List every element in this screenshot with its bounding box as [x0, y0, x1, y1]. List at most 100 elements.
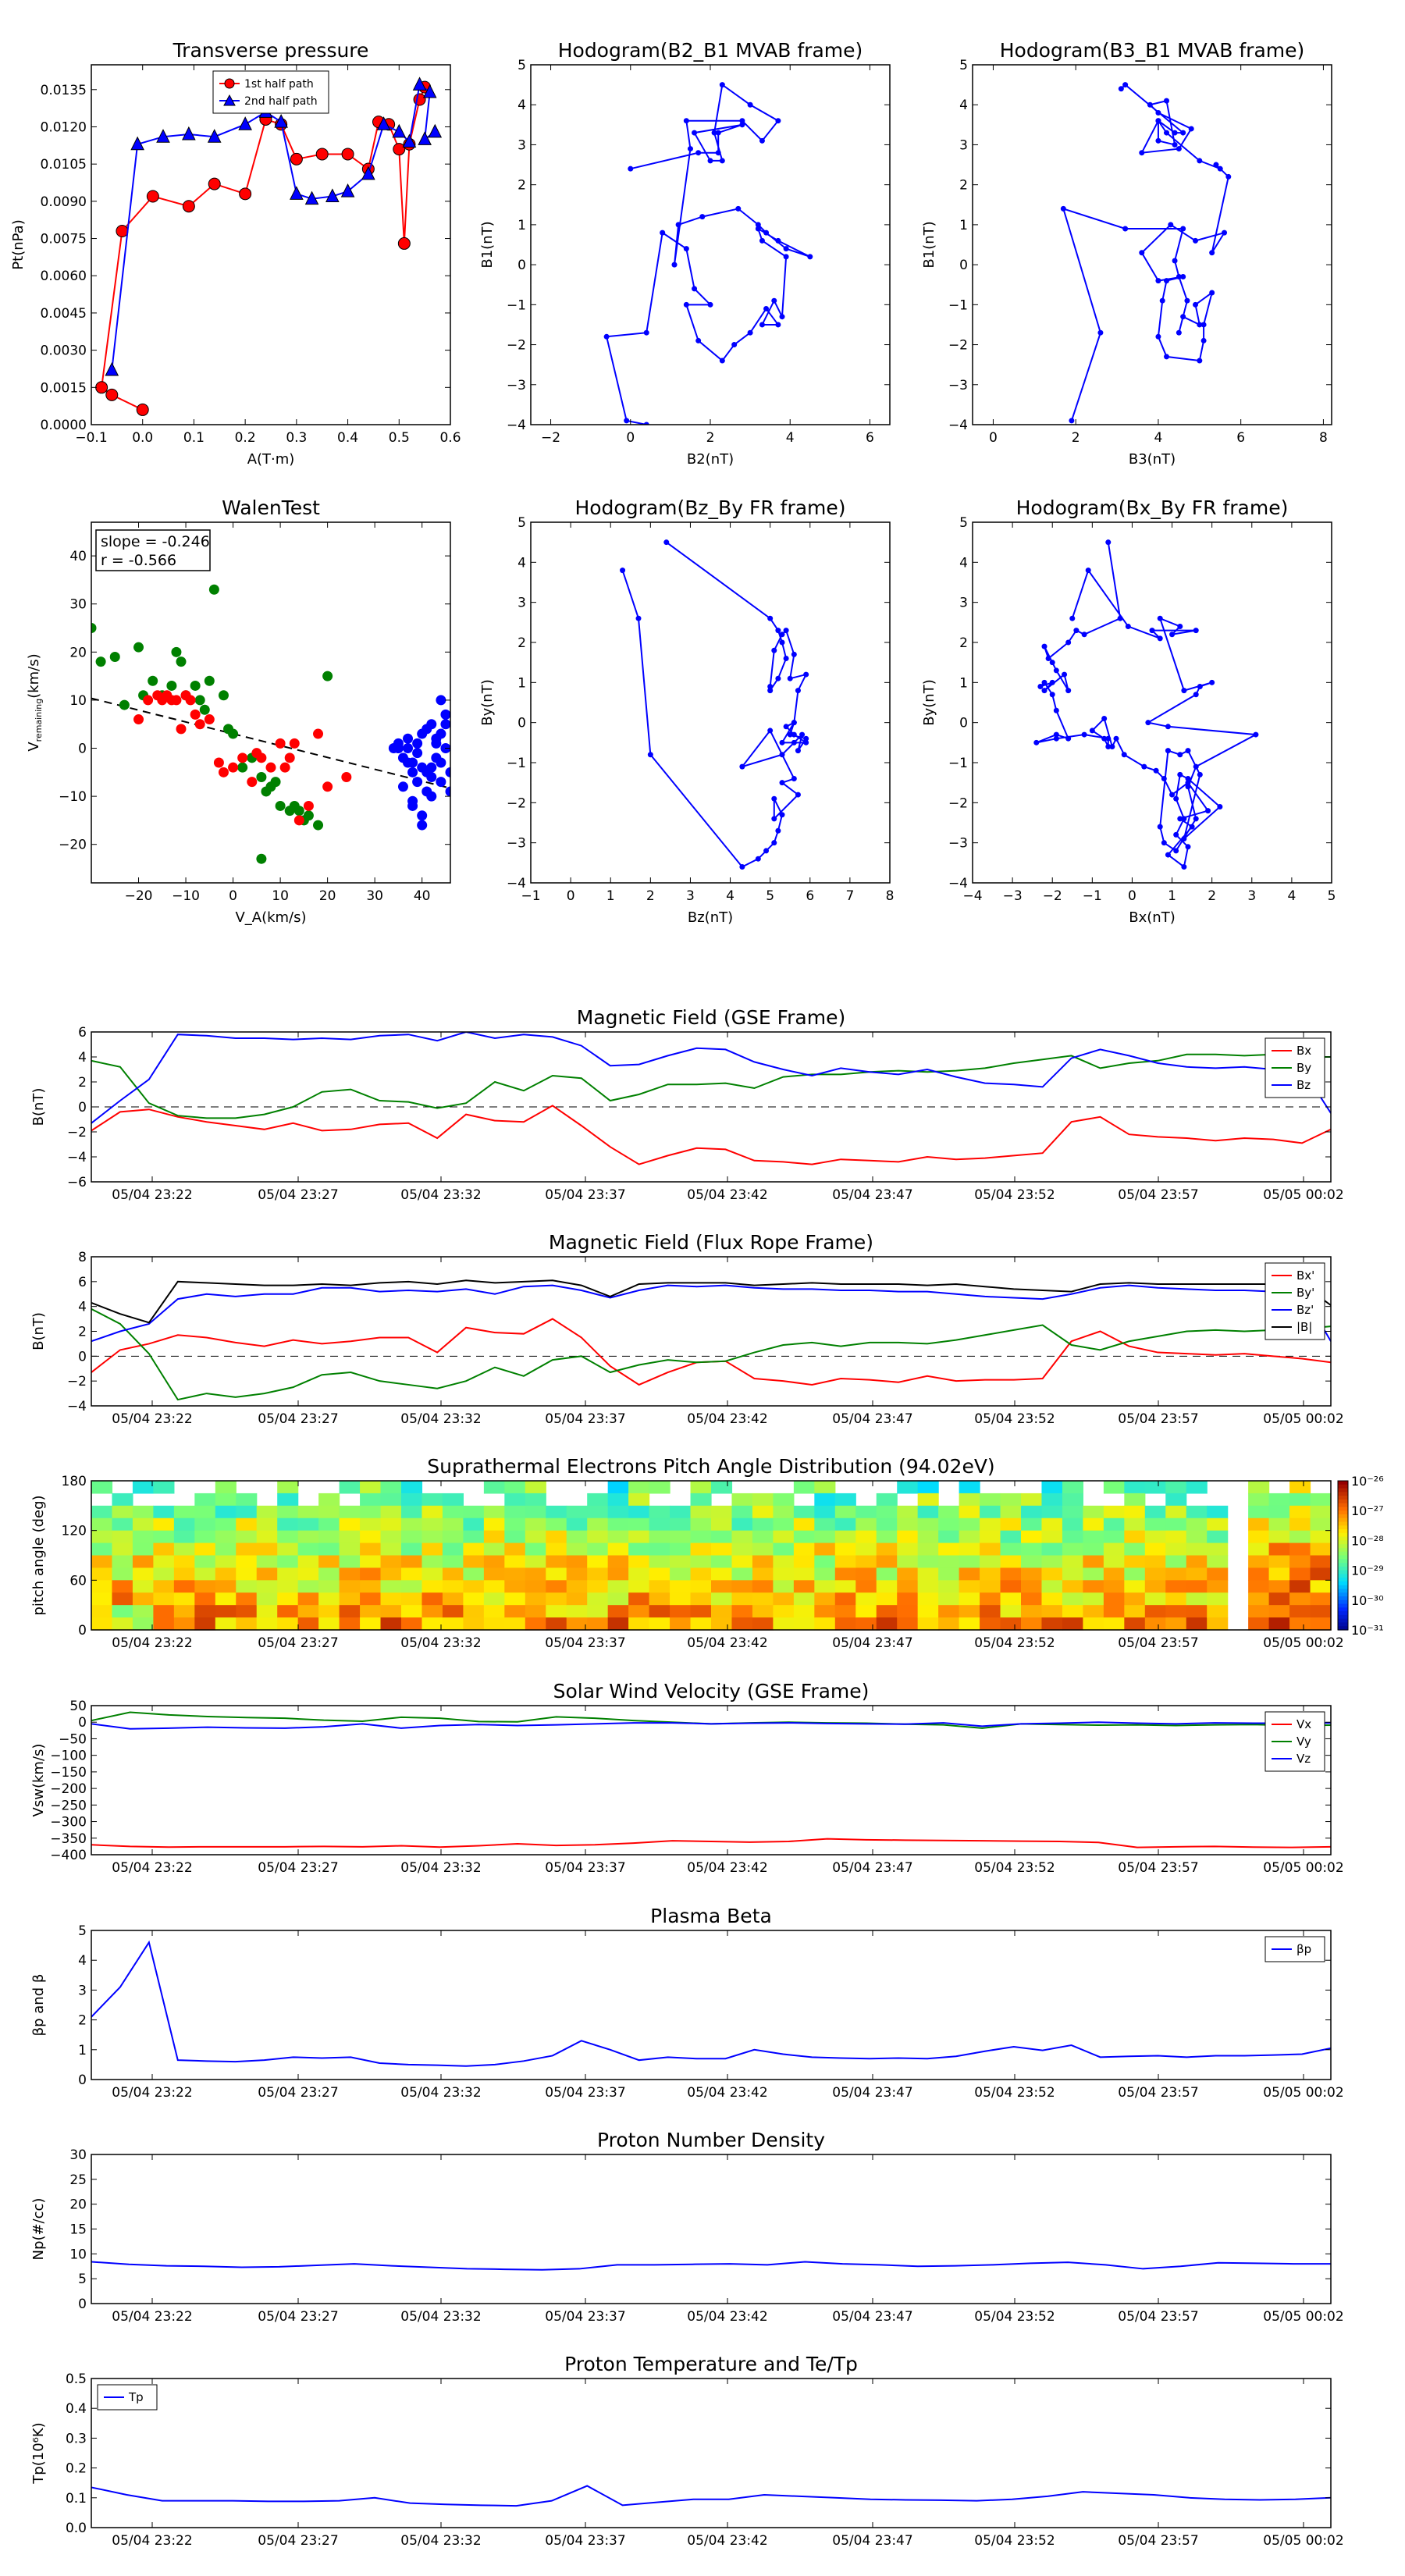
legend-label: Vx — [1297, 1717, 1311, 1731]
heatmap-cell — [546, 1605, 567, 1618]
data-point — [795, 688, 801, 694]
pitch-angle-distribution-chart: Suprathermal Electrons Pitch Angle Distr… — [30, 1455, 1384, 1651]
heatmap-cell — [959, 1555, 980, 1569]
y-axis-label-unit: (km/s) — [26, 653, 42, 698]
heatmap-cell — [649, 1567, 670, 1581]
plot-area — [91, 584, 450, 864]
data-point — [1069, 418, 1075, 424]
series-Bx-line — [91, 1105, 1331, 1165]
heatmap-cell — [483, 1592, 505, 1606]
heatmap-cells — [91, 1481, 1332, 1631]
plot-area — [91, 2485, 1331, 2507]
y-tick-label: 10 — [69, 2247, 87, 2262]
heatmap-cell — [297, 1580, 319, 1593]
y-tick-label: −200 — [50, 1781, 87, 1797]
data-point — [1185, 844, 1191, 850]
heatmap-cell — [1165, 1555, 1187, 1569]
y-tick-label: −1 — [948, 297, 968, 313]
heatmap-cell — [773, 1542, 795, 1557]
heatmap-cell — [731, 1493, 753, 1507]
x-tick-label: 8 — [1319, 430, 1328, 446]
y-tick-label: 4 — [78, 1050, 87, 1066]
heatmap-cell — [773, 1493, 795, 1507]
heatmap-cell — [132, 1567, 154, 1581]
heatmap-cell — [814, 1481, 836, 1494]
data-point — [1197, 358, 1203, 364]
chart-title: Hodogram(Bx_By FR frame) — [1016, 496, 1289, 519]
heatmap-cell — [1021, 1605, 1043, 1618]
heatmap-cell — [318, 1605, 340, 1618]
heatmap-cell — [690, 1567, 712, 1581]
heatmap-cell — [1248, 1580, 1270, 1593]
data-point — [791, 720, 797, 726]
heatmap-cell — [731, 1505, 753, 1519]
x-tick-label: 0.2 — [235, 430, 256, 446]
heatmap-cell — [793, 1580, 815, 1593]
heatmap-cell — [773, 1505, 795, 1519]
heatmap-cell — [1062, 1542, 1083, 1557]
y-tick-label: 4 — [959, 555, 968, 571]
heatmap-cell — [1144, 1530, 1166, 1544]
colorbar-segment — [1338, 1532, 1348, 1538]
time-tick-label: 05/05 00:02 — [1263, 1411, 1343, 1427]
data-point — [791, 739, 797, 745]
y-axis-label: pitch angle (deg) — [30, 1495, 47, 1615]
heatmap-cell — [442, 1555, 464, 1569]
data-point — [256, 771, 267, 782]
data-point — [397, 781, 408, 792]
heatmap-cell — [1248, 1542, 1270, 1557]
data-point — [692, 130, 698, 136]
heatmap-cell — [793, 1542, 815, 1557]
heatmap-cell — [980, 1567, 1001, 1581]
heatmap-cell — [1268, 1493, 1290, 1507]
heatmap-cell — [483, 1617, 505, 1631]
data-point — [739, 763, 745, 770]
heatmap-cell — [277, 1592, 299, 1606]
heatmap-cell — [112, 1542, 133, 1557]
heatmap-cell — [483, 1542, 505, 1557]
axes-frame — [530, 64, 891, 425]
heatmap-cell — [1207, 1542, 1229, 1557]
y-tick-label: 2 — [78, 1075, 87, 1091]
data-point — [1122, 226, 1129, 232]
heatmap-cell — [690, 1505, 712, 1519]
transverse-pressure-chart: Transverse pressure −0.1 0.0 0.1 0.2 0.3 0.4 0.… — [10, 39, 461, 468]
heatmap-cell — [649, 1505, 670, 1519]
data-point — [1141, 763, 1147, 770]
heatmap-cell — [834, 1580, 856, 1593]
colorbar-segment — [1338, 1525, 1348, 1530]
data-point — [1085, 568, 1091, 574]
data-point — [146, 190, 159, 203]
heatmap-cell — [773, 1580, 795, 1593]
time-tick-label: 05/04 23:37 — [545, 2085, 625, 2101]
data-point — [1217, 803, 1223, 809]
heatmap-cell — [318, 1617, 340, 1631]
time-tick-label: 05/04 23:57 — [1118, 1187, 1198, 1203]
heatmap-cell — [938, 1567, 960, 1581]
heatmap-cell — [525, 1617, 546, 1631]
series-Vx-line — [91, 1838, 1331, 1848]
data-point — [325, 188, 340, 203]
heatmap-cell — [876, 1505, 898, 1519]
heatmap-cell — [1124, 1580, 1146, 1593]
heatmap-cell — [773, 1517, 795, 1532]
data-point — [759, 237, 765, 244]
y-tick-label: −4 — [67, 1150, 87, 1165]
heatmap-cell — [1124, 1517, 1146, 1532]
axes-frame — [972, 521, 1332, 884]
data-point — [675, 222, 681, 228]
heatmap-cell — [256, 1517, 278, 1532]
heatmap-cell — [401, 1505, 423, 1519]
data-point — [783, 724, 789, 730]
data-point — [755, 226, 761, 232]
heatmap-cell — [1144, 1592, 1166, 1606]
heatmap-cell — [277, 1542, 299, 1557]
data-point — [422, 767, 432, 777]
y-axis-label: B(nT) — [30, 1088, 47, 1126]
data-point — [290, 152, 303, 165]
heatmap-cell — [1248, 1605, 1270, 1618]
heatmap-cell — [112, 1517, 133, 1532]
heatmap-cell — [173, 1505, 195, 1519]
heatmap-cell — [566, 1542, 588, 1557]
colorbar-segment — [1338, 1618, 1348, 1624]
